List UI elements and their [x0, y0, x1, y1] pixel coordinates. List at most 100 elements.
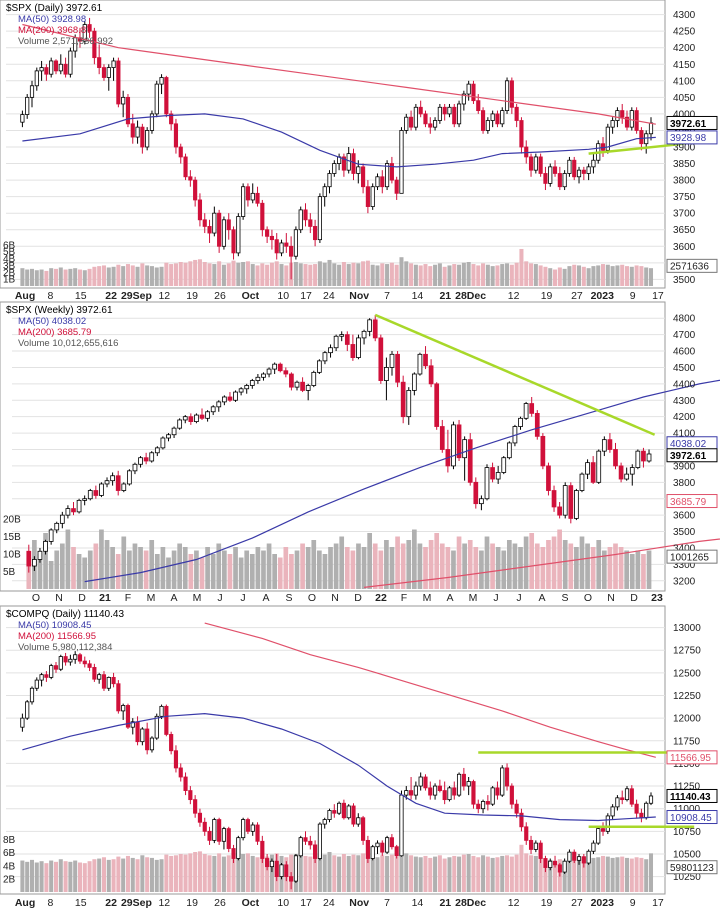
date-tick-label: 10	[277, 290, 289, 302]
volume-bar	[395, 536, 400, 589]
candle-body	[217, 212, 222, 247]
price-tick-label: 4800	[673, 314, 696, 325]
volume-bar	[49, 860, 54, 892]
candle-body	[519, 812, 524, 828]
candle-body	[601, 439, 607, 452]
last-close-tag: 11140.43	[670, 792, 711, 803]
volume-bar	[473, 547, 479, 589]
candle-body	[490, 787, 495, 805]
candle-body	[116, 60, 121, 105]
volume-bar	[293, 262, 298, 286]
candle-body	[260, 840, 265, 859]
date-tick-label: 15	[75, 897, 87, 909]
volume-bar	[135, 266, 140, 286]
candle-body	[356, 337, 361, 358]
candle-body	[389, 353, 395, 368]
candle-body	[375, 176, 380, 188]
candle-body	[562, 485, 568, 516]
volume-bar	[87, 861, 92, 892]
candle-body	[266, 368, 272, 375]
price-tick-label: 4300	[673, 396, 696, 407]
volume-bar	[590, 547, 596, 589]
price-tick-label: 4200	[673, 412, 696, 423]
volume-bar	[447, 265, 452, 286]
candle-body	[265, 229, 270, 237]
candle-body	[250, 192, 255, 201]
volume-bar	[178, 853, 183, 892]
volume-bar	[644, 267, 649, 286]
volume-tick-label: 15B	[3, 532, 21, 543]
date-tick-label: J	[240, 592, 245, 604]
candle-body	[378, 337, 384, 381]
candle-body	[639, 130, 644, 145]
volume-bar	[605, 856, 610, 892]
volume-bar	[255, 857, 260, 892]
volume-bar	[269, 262, 274, 286]
date-tick-label: 29Sep	[121, 290, 152, 302]
date-tick-label: F	[401, 592, 407, 604]
volume-bar	[138, 547, 143, 589]
candle-body	[439, 426, 445, 450]
candle-body	[476, 803, 481, 810]
last-ma200-tag: 3685.79	[670, 497, 707, 508]
candle-body	[404, 116, 409, 131]
volume-bar	[317, 550, 322, 589]
volume-bar	[524, 853, 529, 892]
date-tick-label: 21	[439, 290, 451, 302]
volume-bar	[418, 265, 423, 286]
volume-bar	[197, 851, 202, 892]
candle-body	[506, 442, 512, 459]
candle-body	[467, 439, 473, 483]
candle-body	[581, 169, 586, 174]
candle-body	[294, 381, 300, 388]
spx-daily-symbol-label: $SPX (Daily) 3972.61	[6, 3, 103, 14]
candle-body	[576, 856, 582, 861]
date-tick-label: 9	[630, 897, 636, 909]
volume-bar	[512, 543, 518, 589]
candle-body	[32, 559, 37, 567]
volume-bar	[110, 547, 115, 589]
date-tick-label: 12	[158, 897, 170, 909]
date-tick-label: O	[32, 592, 40, 604]
volume-bar	[356, 263, 361, 286]
volume-bar	[260, 263, 265, 286]
candle-body	[130, 123, 135, 138]
candle-body	[49, 665, 54, 678]
candle-body	[127, 470, 132, 485]
date-tick-label: N	[331, 592, 339, 604]
candle-body	[110, 475, 115, 482]
volume-bar	[484, 536, 490, 589]
volume-bar	[500, 855, 505, 892]
candle-body	[197, 199, 203, 221]
candle-body	[97, 57, 102, 68]
candle-body	[572, 851, 577, 861]
volume-bar	[641, 554, 646, 589]
compq-daily-panel: 13000 12750 12500 12250 12000 11750 11500 11250…	[0, 605, 718, 909]
volume-bar	[226, 263, 231, 286]
candle-body	[514, 803, 519, 814]
candle-body	[500, 767, 505, 796]
volume-bar	[428, 266, 433, 286]
candle-body	[596, 450, 602, 483]
spx-daily-volume-bars	[20, 248, 654, 286]
price-tick-label: 12000	[673, 714, 701, 725]
candle-body	[471, 83, 476, 102]
volume-bar	[266, 543, 272, 589]
volume-tick-label: 6B	[3, 848, 16, 859]
candle-body	[479, 498, 484, 505]
candle-body	[121, 96, 126, 105]
candle-body	[193, 179, 198, 201]
price-tick-label: 3900	[673, 461, 696, 472]
spx-daily-moving-averages	[22, 23, 656, 168]
volume-bar	[233, 547, 238, 589]
volume-bar	[500, 264, 505, 286]
ma200-line	[22, 23, 656, 125]
volume-bar	[365, 260, 370, 286]
candle-body	[87, 663, 92, 668]
date-tick-label: O	[584, 592, 592, 604]
candle-body	[164, 705, 169, 735]
volume-bar	[132, 543, 138, 589]
price-tick-label: 4250	[673, 27, 696, 38]
volume-bar	[159, 266, 164, 286]
volume-bar	[540, 547, 546, 589]
